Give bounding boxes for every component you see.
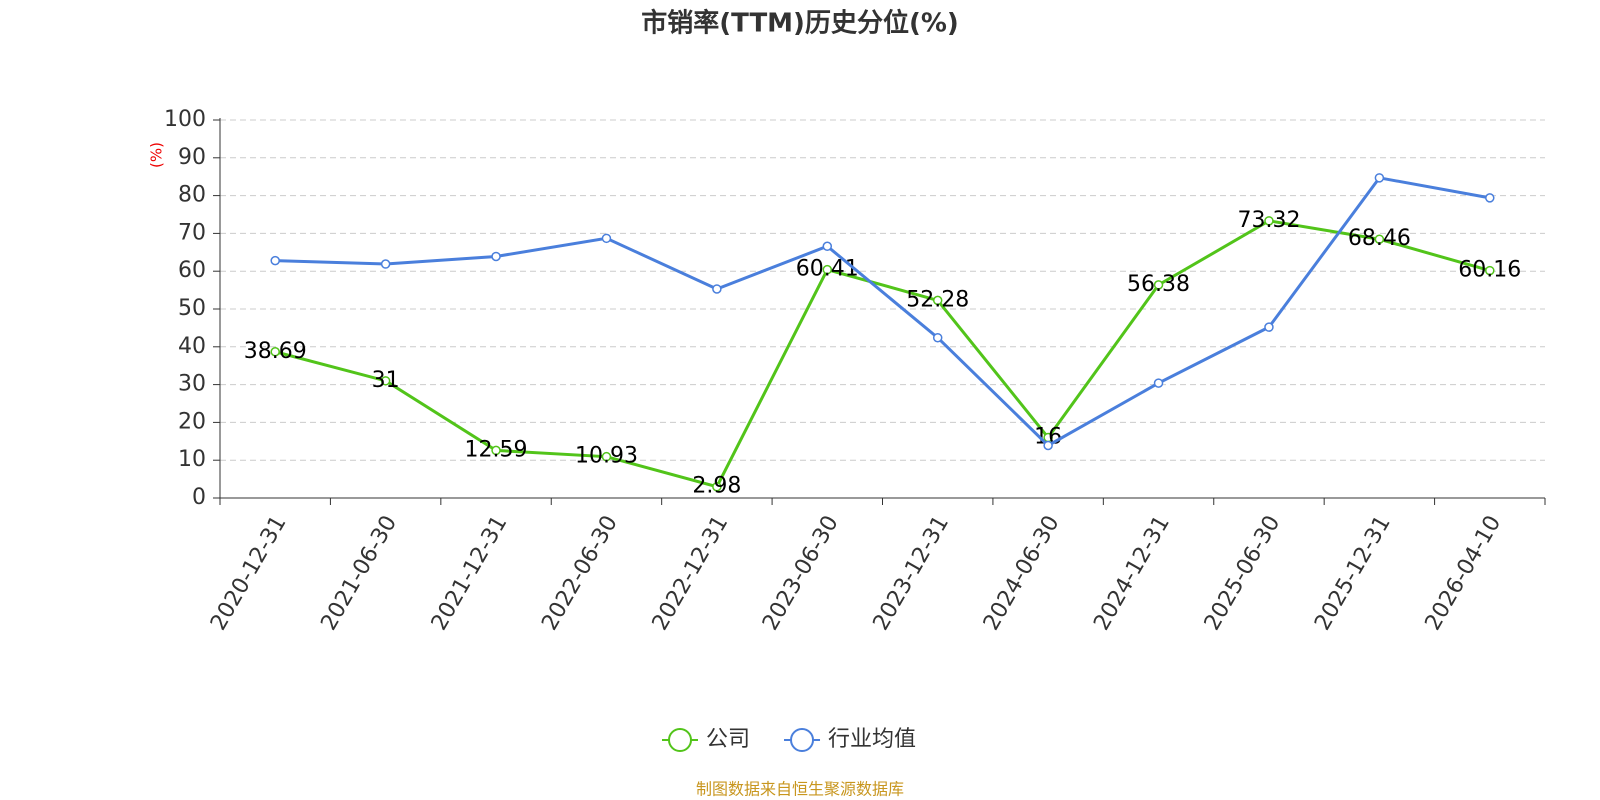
x-tick-label: 2025-06-30 (1200, 512, 1286, 635)
y-tick-label: 60 (178, 258, 206, 283)
data-point (712, 481, 722, 492)
series-line (275, 176, 1491, 448)
source-note: 制图数据来自恒生聚源数据库 (696, 780, 904, 799)
data-point (822, 264, 833, 275)
data-point (270, 255, 280, 266)
x-tick-label: 2024-06-30 (979, 512, 1065, 635)
y-tick-label: 100 (164, 107, 206, 132)
data-label: 56.38 (1127, 272, 1190, 297)
legend-label: 行业均值 (828, 727, 916, 752)
y-tick-label: 10 (178, 447, 206, 472)
y-tick-label: 80 (178, 183, 206, 208)
data-point (1485, 265, 1495, 276)
data-point (491, 251, 501, 262)
legend-marker (790, 728, 815, 752)
data-label: 38.69 (244, 339, 307, 364)
y-tick-label: 70 (178, 220, 206, 245)
data-label: 10.93 (575, 444, 638, 469)
y-tick-label: 0 (192, 485, 206, 510)
data-point (601, 451, 612, 462)
x-tick-label: 2022-12-31 (648, 512, 734, 635)
y-tick-label: 20 (178, 409, 206, 434)
data-point (491, 445, 501, 456)
legend-marker (668, 728, 692, 752)
data-point (1153, 280, 1164, 290)
data-point (822, 241, 833, 252)
data-point (932, 295, 943, 306)
data-point (712, 284, 722, 294)
series-line (274, 219, 1491, 489)
data-label: 68.46 (1348, 226, 1411, 251)
x-tick-label: 2022-06-30 (537, 512, 623, 635)
chart-title: 市销率(TTM)历史分位(%) (641, 8, 959, 39)
x-tick-label: 2024-12-31 (1089, 512, 1175, 635)
x-tick-label: 2020-12-31 (206, 512, 292, 635)
data-point (1485, 193, 1495, 203)
x-tick-label: 2026-04-10 (1421, 512, 1507, 635)
data-label: 12.59 (465, 437, 528, 462)
y-tick-label: 40 (178, 334, 206, 359)
data-label: 52.28 (906, 287, 969, 312)
data-point (1264, 322, 1274, 332)
data-point (1374, 234, 1385, 244)
data-point (270, 347, 280, 357)
data-point (1264, 216, 1274, 226)
y-axis-label: (%) (148, 142, 166, 168)
data-point (1153, 378, 1164, 388)
data-label: 60.41 (796, 257, 859, 282)
data-point (380, 259, 391, 269)
data-label: 73.32 (1237, 208, 1300, 233)
x-tick-label: 2025-12-31 (1310, 512, 1396, 635)
data-point (380, 376, 391, 386)
y-tick-label: 90 (178, 145, 206, 170)
data-point (1043, 440, 1053, 451)
x-tick-label: 2023-06-30 (758, 512, 844, 635)
data-label: 2.98 (692, 474, 741, 499)
legend-label: 公司 (706, 727, 750, 752)
data-point (601, 233, 612, 244)
x-tick-label: 2023-12-31 (869, 512, 955, 635)
x-tick-label: 2021-06-30 (316, 512, 402, 635)
y-tick-label: 50 (178, 296, 206, 321)
y-tick-label: 30 (178, 372, 206, 397)
x-tick-label: 2021-12-31 (427, 512, 513, 635)
data-point (1374, 173, 1385, 183)
data-label: 31 (372, 368, 400, 393)
data-point (932, 332, 943, 343)
data-label: 60.16 (1458, 258, 1521, 283)
